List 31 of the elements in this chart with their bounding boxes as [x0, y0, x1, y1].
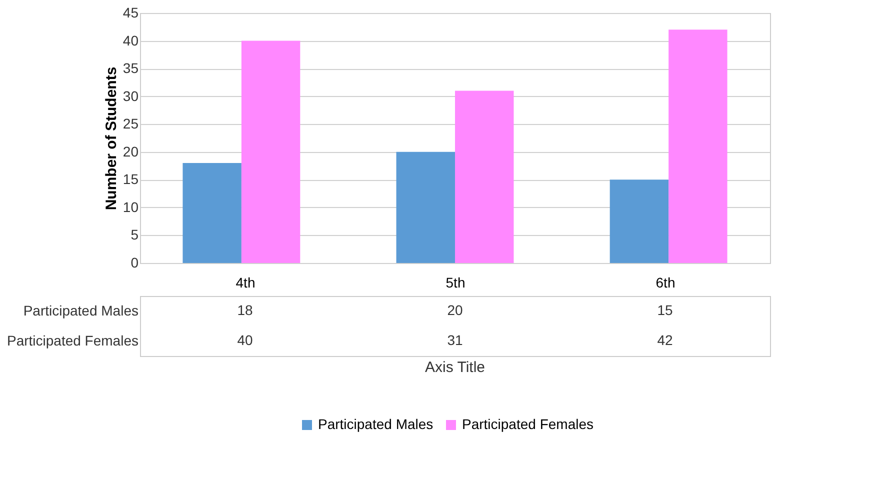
- x-tick-label: 6th: [656, 274, 676, 290]
- text: Participated Males: [23, 302, 138, 318]
- y-tick-label: 15: [122, 171, 139, 188]
- bar: [182, 163, 242, 263]
- y-tick-label: 40: [122, 32, 139, 48]
- y-tick-label: 0: [130, 254, 139, 270]
- data-label: 31: [447, 332, 463, 348]
- x-tick-label: 4th: [236, 274, 256, 290]
- data-label: 40: [237, 332, 253, 348]
- x-tick-label: 5th: [446, 274, 466, 290]
- y-tick-label: 10: [122, 198, 139, 215]
- data-label: 42: [657, 332, 673, 348]
- y-tick-label: 20: [122, 143, 139, 160]
- y-tick-label: 35: [122, 60, 139, 76]
- bar: [610, 180, 669, 263]
- y-tick-label: 25: [122, 116, 139, 132]
- data-label: 15: [657, 302, 673, 318]
- text: Participated Females: [6, 332, 138, 348]
- y-axis-title: Number of Students: [102, 66, 120, 210]
- y-tick-label: 30: [122, 88, 139, 104]
- data-label: 18: [237, 302, 253, 318]
- x-axis-title: Axis Title: [424, 359, 486, 376]
- legend-label: Participated Females: [462, 416, 594, 432]
- y-tick-label: 5: [130, 226, 139, 243]
- bar: [396, 152, 455, 263]
- legend-label: Participated Males: [318, 416, 434, 432]
- data-label: 20: [447, 302, 463, 318]
- bar: [241, 40, 300, 263]
- bar: [455, 90, 514, 263]
- bar: [668, 30, 728, 263]
- y-tick-label: 45: [122, 4, 139, 20]
